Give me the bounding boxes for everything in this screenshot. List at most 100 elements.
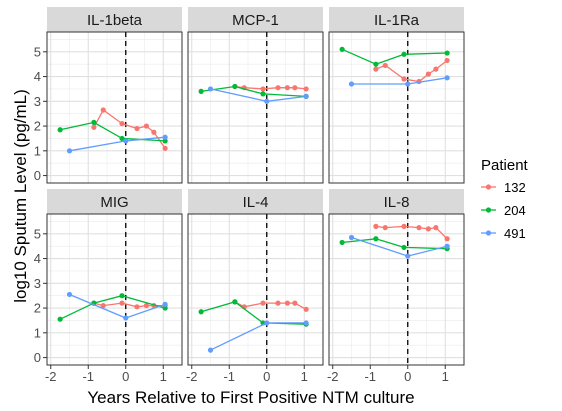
data-point-132: [373, 223, 379, 229]
plot-background: [47, 32, 182, 183]
y-tick-label: 3: [34, 276, 41, 291]
data-point-491: [123, 315, 129, 321]
data-point-132: [425, 226, 431, 232]
y-tick-label: 4: [34, 69, 41, 84]
panel-title: IL-8: [384, 194, 410, 211]
data-point-491: [264, 320, 270, 326]
data-point-491: [66, 148, 73, 154]
data-point-132: [292, 85, 298, 91]
data-point-204: [339, 46, 345, 52]
data-point-491: [405, 253, 411, 259]
data-point-204: [119, 293, 125, 299]
legend-label: 491: [504, 226, 526, 241]
data-point-204: [162, 305, 168, 311]
data-point-491: [303, 320, 309, 326]
data-point-132: [303, 86, 309, 92]
x-tick-label: -1: [82, 369, 94, 384]
data-point-204: [162, 138, 168, 144]
data-point-491: [207, 347, 214, 353]
data-point-132: [401, 223, 407, 229]
data-point-132: [444, 57, 450, 64]
data-point-491: [123, 138, 129, 144]
strip-background: [188, 7, 323, 32]
data-point-204: [339, 239, 345, 246]
data-point-132: [382, 62, 388, 69]
panel-mig: MIG: [46, 189, 183, 366]
panel-il-8: IL-8: [328, 189, 465, 366]
panel-border: [187, 31, 324, 184]
panel-title: MIG: [100, 194, 128, 211]
data-point-491: [348, 234, 355, 241]
panel-title: IL-4: [243, 194, 269, 211]
panel-border: [328, 31, 465, 184]
x-tick-label: 0: [263, 369, 270, 384]
data-point-204: [401, 244, 407, 251]
legend-marker: [485, 230, 492, 236]
data-point-132: [275, 300, 281, 306]
legend-label: 204: [504, 203, 526, 218]
data-point-204: [91, 119, 97, 125]
series-line-204: [341, 48, 448, 65]
data-point-132: [119, 120, 125, 127]
data-point-132: [275, 85, 281, 91]
legend-title: Patient: [481, 157, 529, 174]
y-tick-label: 3: [34, 94, 41, 109]
y-axis-label: log10 Sputum Level (pg/mL): [11, 89, 30, 303]
panel-border: [328, 213, 465, 366]
data-point-132: [91, 124, 97, 130]
data-point-204: [444, 50, 450, 56]
strip-background: [329, 189, 464, 214]
panel-title: MCP-1: [232, 12, 279, 29]
panel-border: [46, 31, 183, 184]
data-point-132: [284, 300, 290, 306]
legend-item-204: 204: [481, 203, 526, 218]
x-tick-label: 1: [160, 369, 167, 384]
data-point-204: [232, 83, 238, 90]
y-tick-label: 1: [34, 325, 41, 340]
data-point-204: [198, 88, 204, 95]
panel-border: [46, 213, 183, 366]
strip-background: [47, 7, 182, 32]
x-tick-label: 0: [404, 369, 411, 384]
legend-marker: [485, 184, 492, 190]
data-point-132: [433, 225, 439, 231]
legend-label: 132: [504, 180, 526, 195]
data-point-491: [207, 86, 214, 92]
strip-background: [47, 189, 182, 214]
data-point-132: [134, 304, 140, 310]
data-point-204: [373, 61, 379, 67]
data-point-132: [433, 66, 439, 72]
data-point-132: [260, 86, 266, 92]
x-axis-label: Years Relative to First Positive NTM cul…: [87, 388, 414, 407]
data-point-491: [66, 291, 73, 298]
panel-title: IL-1Ra: [374, 12, 420, 29]
plot-background: [188, 214, 323, 365]
series-line-204: [59, 295, 166, 320]
panels-layer: IL-1beta MCP-1 IL-1Ra MIG IL-4 IL-8: [46, 7, 465, 366]
data-point-132: [100, 302, 106, 309]
data-point-204: [57, 127, 63, 133]
panel-il-4: IL-4: [187, 189, 324, 366]
strip-background: [329, 7, 464, 32]
data-point-132: [100, 107, 106, 113]
x-tick-label: -2: [45, 369, 57, 384]
data-point-132: [151, 129, 157, 135]
y-tick-label: 2: [34, 119, 41, 134]
plot-background: [329, 32, 464, 183]
data-point-132: [444, 236, 450, 242]
y-tick-label: 0: [34, 350, 41, 365]
y-tick-label: 2: [34, 301, 41, 316]
axes-layer: 0 1 2 3 4 5 0 1 2 3 4 5 -2 -1 0 1 -2 -1 0 1 -2 -1 0 1: [34, 44, 449, 384]
data-point-204: [198, 309, 204, 315]
data-point-132: [284, 85, 290, 91]
data-point-132: [303, 306, 309, 312]
y-tick-label: 5: [34, 44, 41, 59]
x-tick-label: 1: [442, 369, 449, 384]
x-tick-label: 0: [122, 369, 129, 384]
data-point-204: [401, 51, 407, 57]
legend-item-491: 491: [481, 226, 526, 241]
data-point-132: [134, 125, 140, 132]
panel-il-1beta: IL-1beta: [46, 7, 183, 184]
data-point-132: [416, 225, 422, 231]
